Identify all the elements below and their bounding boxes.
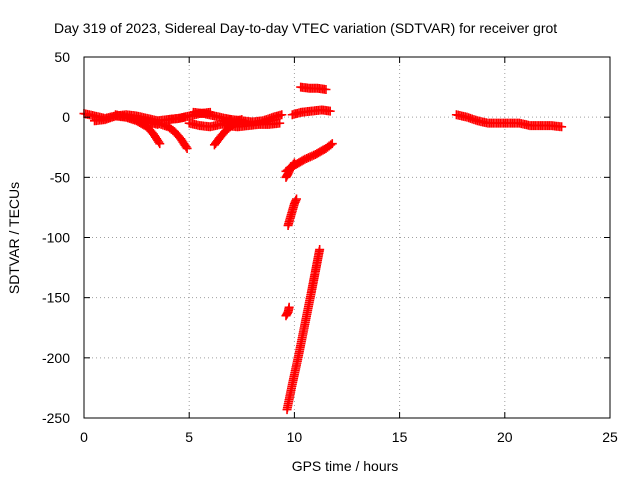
series-s10 [222, 118, 285, 132]
data-point [325, 106, 335, 116]
data-point [557, 122, 567, 132]
chart-title: Day 319 of 2023, Sidereal Day-to-day VTE… [54, 20, 557, 36]
data-point [155, 139, 165, 149]
y-tick-label: -100 [42, 230, 70, 246]
data-point [277, 110, 287, 120]
x-tick-label: 5 [185, 429, 193, 445]
x-tick-label: 0 [80, 429, 88, 445]
series-s18 [451, 110, 567, 132]
data-point [275, 118, 285, 128]
y-tick-label: 0 [62, 109, 70, 125]
data-point [154, 137, 164, 147]
series-s14 [281, 158, 299, 182]
data-point [181, 142, 191, 152]
y-tick-label: 50 [54, 49, 70, 65]
data-point [326, 140, 336, 150]
data-point [284, 302, 294, 312]
y-axis-label: SDTVAR / TECUs [6, 182, 22, 294]
y-tick-label: -50 [50, 169, 70, 185]
data-point [289, 158, 299, 168]
x-axis-label: GPS time / hours [292, 458, 399, 474]
series-s17 [282, 245, 325, 415]
data-point [327, 139, 337, 149]
data-point [182, 143, 192, 153]
data-point [288, 159, 298, 169]
x-axis-ticks: 0 5 10 15 20 25 [80, 57, 618, 445]
series-s15 [283, 194, 302, 230]
y-axis-ticks: -250 -200 -150 -100 -50 0 50 [42, 49, 610, 426]
data-points [79, 82, 567, 415]
y-tick-label: -200 [42, 350, 70, 366]
y-tick-label: -150 [42, 290, 70, 306]
data-point [321, 84, 331, 94]
series-s4 [142, 116, 192, 153]
x-tick-label: 25 [602, 429, 618, 445]
series-s12 [287, 105, 335, 120]
series-s3 [111, 110, 165, 149]
series-s16 [281, 302, 294, 321]
data-point [292, 194, 302, 204]
y-tick-label: -250 [42, 410, 70, 426]
x-tick-label: 10 [287, 429, 303, 445]
series-s11 [296, 82, 331, 94]
x-tick-label: 15 [392, 429, 408, 445]
x-tick-label: 20 [497, 429, 513, 445]
data-point [315, 245, 325, 255]
